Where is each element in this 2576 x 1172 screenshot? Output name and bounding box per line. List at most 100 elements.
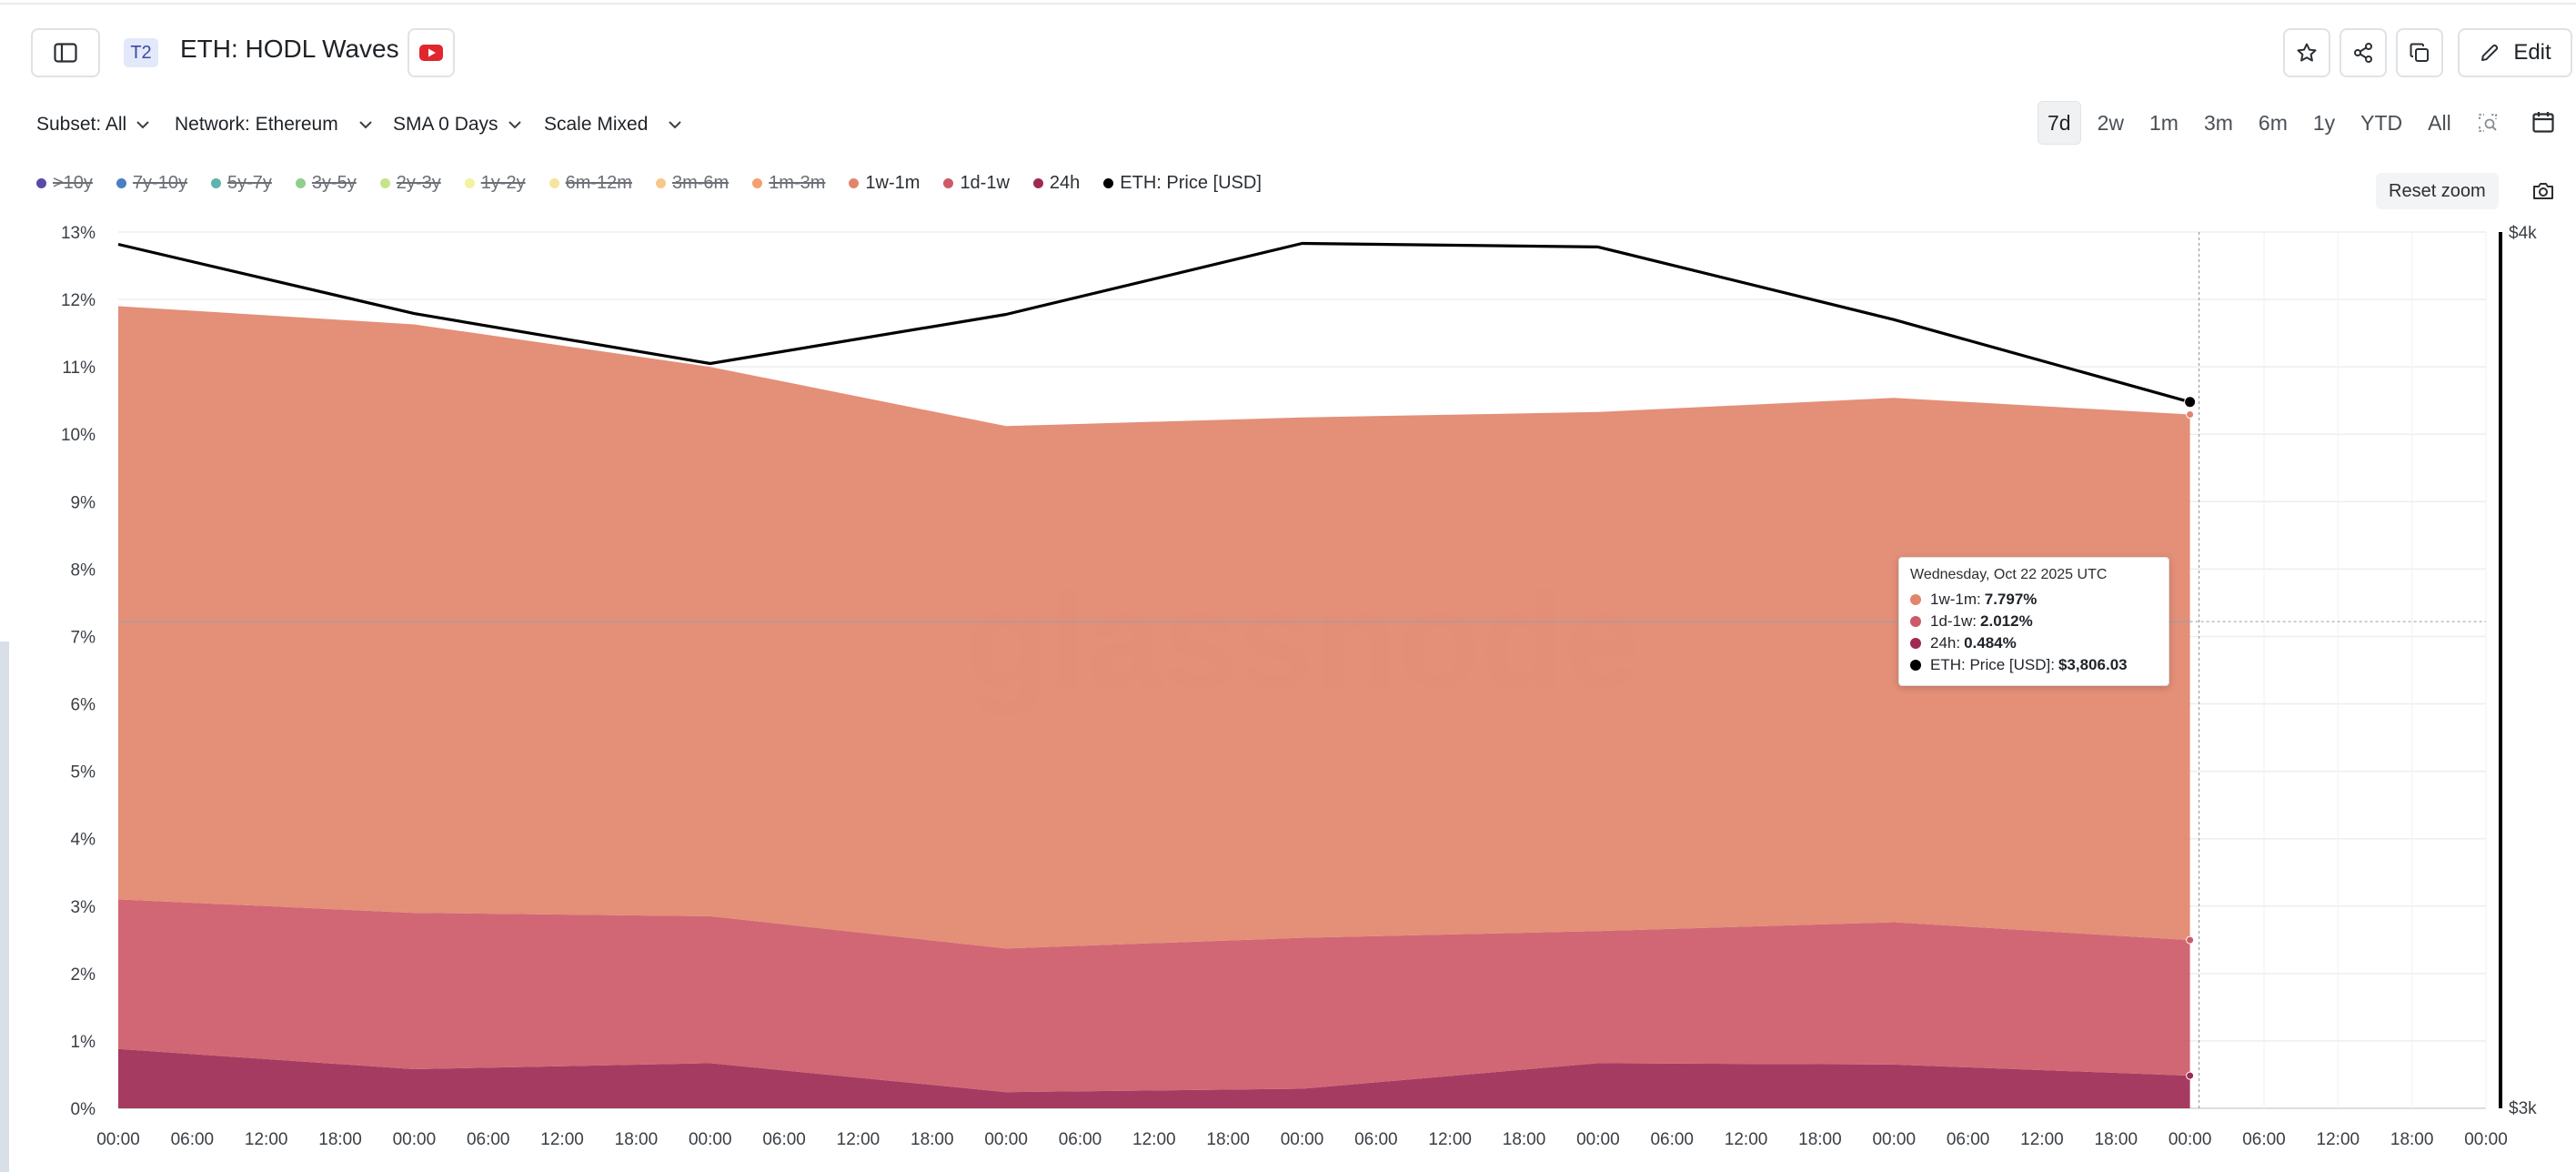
x-tick-label: 06:00 <box>2242 1130 2286 1149</box>
scale-dropdown[interactable]: Scale Mixed <box>544 111 682 138</box>
scale-label: Scale Mixed <box>544 114 649 135</box>
chart-legend: >10y 7y-10y 5y-7y 3y-5y 2y-3y 1y-2y 6m-12m 3m-6… <box>36 169 1285 197</box>
y-tick-label: 10% <box>61 426 96 445</box>
range-6m-button[interactable]: 6m <box>2258 110 2288 135</box>
legend-item[interactable]: 24h <box>1032 173 1080 194</box>
y-tick-label: 12% <box>61 291 96 310</box>
legend-item[interactable]: ETH: Price [USD] <box>1103 173 1262 194</box>
y-tick-label: 2% <box>71 965 96 985</box>
tooltip-dot <box>1910 660 1921 671</box>
x-tick-label: 00:00 <box>1281 1130 1324 1149</box>
video-button[interactable] <box>408 28 455 77</box>
zoom-select-button[interactable] <box>2468 101 2508 145</box>
chevron-down-icon <box>359 121 372 129</box>
range-all-button[interactable]: All <box>2428 110 2451 135</box>
tooltip-row: 1d-1w: 2.012% <box>1910 611 2158 632</box>
marker-24h <box>2186 1071 2195 1080</box>
duplicate-button[interactable] <box>2396 28 2443 77</box>
tooltip-value: 2.012% <box>1980 612 2033 630</box>
legend-item[interactable]: 1m-3m <box>752 173 825 194</box>
x-tick-label: 00:00 <box>689 1130 732 1149</box>
legend-item[interactable]: 3y-5y <box>295 173 357 194</box>
legend-item[interactable]: 1y-2y <box>464 173 526 194</box>
chart-tooltip: Wednesday, Oct 22 2025 UTC 1w-1m: 7.797% … <box>1898 557 2169 686</box>
legend-item[interactable]: 1d-1w <box>943 173 1010 194</box>
legend-item[interactable]: 3m-6m <box>655 173 729 194</box>
hodl-waves-chart[interactable]: 0%1%2%3%4%5%6%7%8%9%10%11%12%13%glassnod… <box>0 209 2576 1172</box>
calendar-button[interactable] <box>2520 98 2567 146</box>
tooltip-dot <box>1910 616 1921 627</box>
legend-label: >10y <box>53 172 93 193</box>
network-dropdown[interactable]: Network: Ethereum <box>175 111 373 138</box>
legend-item[interactable]: 7y-10y <box>116 173 187 194</box>
marker-1d-1w <box>2186 935 2195 945</box>
x-tick-label: 06:00 <box>762 1130 806 1149</box>
y-tick-label: 0% <box>71 1100 96 1119</box>
legend-dot <box>1103 177 1114 188</box>
range-3m-button[interactable]: 3m <box>2203 110 2233 135</box>
range-7d-button[interactable]: 7d <box>2038 101 2081 145</box>
legend-label: 2y-3y <box>396 172 441 193</box>
legend-dot <box>210 177 221 188</box>
share-button[interactable] <box>2340 28 2387 77</box>
top-border <box>0 0 2576 5</box>
copy-icon <box>2410 43 2429 62</box>
subset-dropdown[interactable]: Subset: All <box>36 111 150 138</box>
tooltip-value: 7.797% <box>1984 591 2038 608</box>
x-tick-label: 06:00 <box>467 1130 510 1149</box>
legend-dot <box>1032 177 1043 188</box>
tooltip-label: 1d-1w: <box>1930 612 1977 630</box>
x-tick-label: 18:00 <box>615 1130 659 1149</box>
tooltip-value: $3,806.03 <box>2058 656 2128 673</box>
legend-item[interactable]: 1w-1m <box>849 173 920 194</box>
x-tick-label: 06:00 <box>1650 1130 1694 1149</box>
x-tick-label: 12:00 <box>837 1130 880 1149</box>
sma-dropdown[interactable]: SMA 0 Days <box>393 111 522 138</box>
legend-item[interactable]: 5y-7y <box>210 172 272 194</box>
legend-label: 1m-3m <box>769 172 826 193</box>
legend-item[interactable]: >10y <box>36 173 93 194</box>
reset-zoom-button[interactable]: Reset zoom <box>2376 173 2499 209</box>
share-icon <box>2354 43 2372 63</box>
range-1m-button[interactable]: 1m <box>2149 110 2179 135</box>
legend-item[interactable]: 6m-12m <box>548 173 632 194</box>
legend-label: 5y-7y <box>226 172 272 193</box>
sma-label: SMA 0 Days <box>393 114 498 135</box>
screenshot-button[interactable] <box>2520 173 2567 209</box>
x-tick-label: 00:00 <box>1576 1130 1620 1149</box>
marker-1w-1m <box>2186 410 2195 419</box>
range-2w-button[interactable]: 2w <box>2097 110 2124 135</box>
right-tick-label: $3k <box>2509 1099 2537 1118</box>
range-1y-button[interactable]: 1y <box>2312 110 2336 135</box>
x-tick-label: 06:00 <box>171 1130 215 1149</box>
x-tick-label: 12:00 <box>2020 1130 2064 1149</box>
chevron-down-icon <box>669 121 682 129</box>
y-tick-label: 3% <box>71 898 96 917</box>
x-tick-label: 18:00 <box>2390 1130 2434 1149</box>
side-strip <box>0 642 9 1172</box>
tooltip-label: ETH: Price [USD]: <box>1930 656 2055 673</box>
page-title: ETH: HODL Waves <box>180 35 399 63</box>
x-tick-label: 12:00 <box>1132 1130 1176 1149</box>
x-tick-label: 18:00 <box>318 1130 362 1149</box>
legend-dot <box>116 177 126 188</box>
price-marker <box>2184 396 2197 409</box>
range-ytd-button[interactable]: YTD <box>2360 110 2403 135</box>
x-tick-label: 12:00 <box>540 1130 584 1149</box>
tier-badge: T2 <box>124 38 158 67</box>
x-tick-label: 18:00 <box>2095 1130 2138 1149</box>
y-tick-label: 7% <box>71 628 96 647</box>
x-tick-label: 18:00 <box>1798 1130 1842 1149</box>
range-selector: 7d 2w 1m 3m 6m 1y YTD All <box>2038 98 2515 147</box>
tooltip-dot <box>1910 638 1921 649</box>
zoom-select-icon <box>2478 114 2497 132</box>
favorite-button[interactable] <box>2283 28 2330 77</box>
legend-item[interactable]: 2y-3y <box>379 172 441 194</box>
legend-label: 7y-10y <box>132 172 187 193</box>
edit-button[interactable]: Edit <box>2458 28 2572 77</box>
legend-dot <box>943 177 954 188</box>
area-24h <box>118 1048 2190 1108</box>
legend-label: ETH: Price [USD] <box>1120 172 1262 193</box>
legend-dot <box>849 177 860 188</box>
sidebar-toggle-button[interactable] <box>31 28 100 77</box>
